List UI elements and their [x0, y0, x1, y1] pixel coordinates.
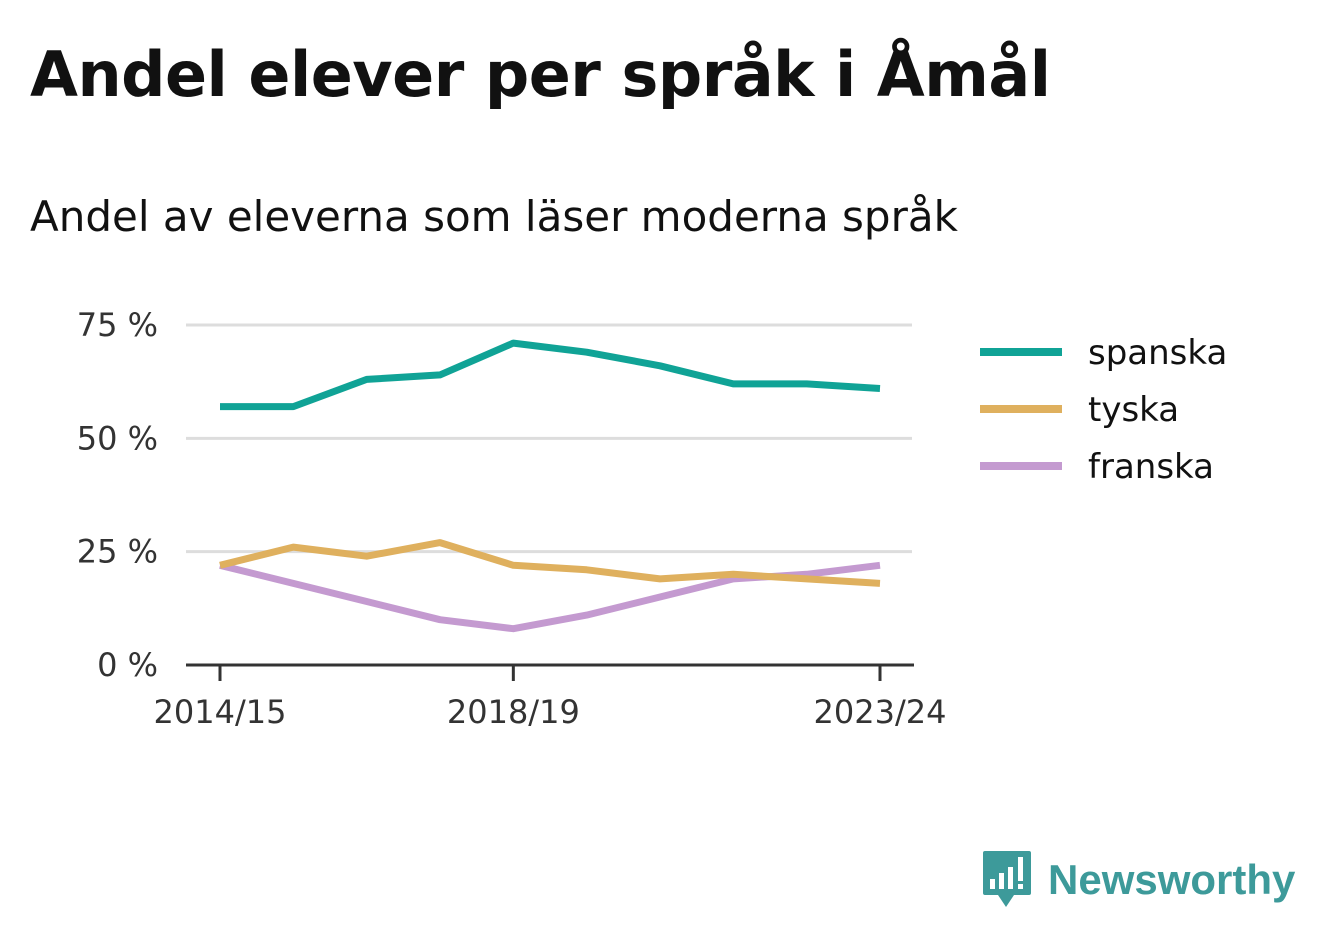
y-tick-label: 75 %: [77, 306, 158, 344]
y-tick-label: 50 %: [77, 419, 158, 457]
chart-title: Andel elever per språk i Åmål: [30, 38, 1051, 111]
x-tick-label: 2023/24: [814, 693, 947, 731]
chart-subtitle: Andel av eleverna som läser moderna språ…: [30, 192, 958, 241]
y-axis-labels: 0 % 25 % 50 % 75 %: [77, 306, 158, 684]
newsworthy-logo-icon: [983, 851, 1031, 907]
x-tick-label: 2018/19: [447, 693, 580, 731]
series-line-tyska: [219, 539, 881, 587]
x-axis: [186, 663, 914, 681]
legend: spanska tyska franska: [980, 333, 1227, 487]
brand-logo: Newsworthy: [982, 848, 1295, 912]
y-tick-label: 25 %: [77, 533, 158, 571]
grid-lines: [186, 323, 912, 554]
legend-label-franska: franska: [1088, 447, 1214, 487]
legend-label-tyska: tyska: [1088, 390, 1179, 430]
legend-label-spanska: spanska: [1088, 333, 1227, 373]
x-axis-labels: 2014/15 2018/19 2023/24: [154, 693, 947, 731]
brand-name: Newsworthy: [1048, 856, 1296, 903]
y-tick-label: 0 %: [97, 646, 158, 684]
x-tick-label: 2014/15: [154, 693, 287, 731]
series-lines: [219, 339, 881, 633]
series-line-spanska: [220, 339, 881, 411]
